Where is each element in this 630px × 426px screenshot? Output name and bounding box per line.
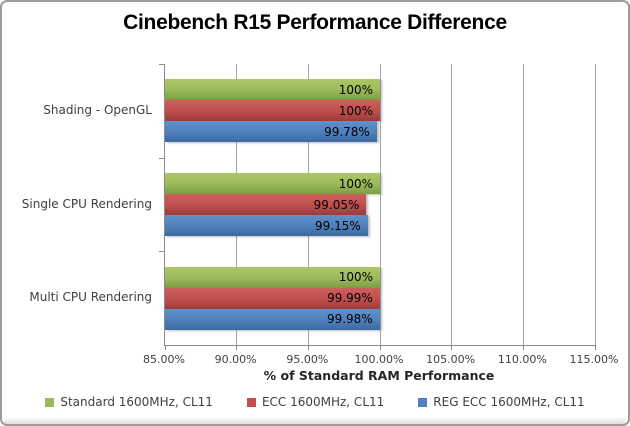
y-tick-mark — [159, 64, 164, 65]
legend-label: REG ECC 1600MHz, CL11 — [433, 395, 585, 409]
bar-reg-ecc-1600mhz-cl11: 99.15% — [165, 215, 368, 236]
gridline — [594, 64, 596, 345]
legend: Standard 1600MHz, CL11 ECC 1600MHz, CL11 R… — [2, 395, 628, 409]
x-tick-label: 105.00% — [426, 353, 476, 366]
bar-value-label: 100% — [338, 176, 373, 191]
x-tick-mark — [522, 345, 524, 350]
legend-label: Standard 1600MHz, CL11 — [60, 395, 213, 409]
category-label: Single CPU Rendering — [21, 196, 152, 211]
x-tick-mark — [379, 345, 381, 350]
bar-value-label: 99.99% — [327, 291, 373, 306]
y-tick-mark — [159, 251, 164, 253]
bar-value-label: 99.05% — [313, 197, 360, 212]
category-label: Shading - OpenGL — [43, 102, 152, 117]
x-tick-label: 110.00% — [497, 353, 547, 366]
x-tick-label: 95.00% — [286, 353, 329, 366]
x-tick-label: 90.00% — [214, 353, 257, 366]
bar-reg-ecc-1600mhz-cl11: 99.98% — [165, 308, 380, 330]
x-tick-mark — [451, 345, 453, 350]
bar-standard-1600mhz-cl11: 100% — [165, 173, 380, 194]
legend-swatch — [418, 397, 428, 407]
x-tick-mark — [236, 345, 238, 350]
bar-ecc-1600mhz-cl11: 100% — [165, 100, 380, 122]
gridline — [522, 64, 524, 345]
x-tick-mark — [164, 345, 166, 350]
x-axis-title: % of Standard RAM Performance — [263, 368, 495, 383]
x-tick-label: 100.00% — [354, 353, 404, 366]
legend-item: REG ECC 1600MHz, CL11 — [418, 395, 585, 409]
bottom-shade — [4, 417, 626, 424]
chart-title: Cinebench R15 Performance Difference — [123, 11, 507, 34]
bar-ecc-1600mhz-cl11: 99.05% — [165, 194, 367, 215]
x-tick-mark — [307, 345, 309, 350]
gridline — [451, 64, 453, 345]
bar-value-label: 99.78% — [324, 124, 370, 139]
legend-swatch — [45, 397, 55, 407]
legend-item: Standard 1600MHz, CL11 — [45, 395, 213, 409]
bar-value-label: 99.15% — [315, 218, 361, 233]
bar-value-label: 99.98% — [326, 312, 373, 327]
x-tick-label: 85.00% — [143, 353, 185, 366]
category-label: Multi CPU Rendering — [29, 290, 152, 305]
bar-reg-ecc-1600mhz-cl11: 99.78% — [165, 121, 377, 143]
x-tick-mark — [594, 345, 596, 350]
legend-label: ECC 1600MHz, CL11 — [261, 395, 385, 409]
gridline — [379, 64, 381, 345]
bar-standard-1600mhz-cl11: 100% — [165, 79, 380, 101]
legend-item: ECC 1600MHz, CL11 — [246, 395, 385, 409]
x-tick-label: 115.00% — [569, 353, 619, 366]
legend-swatch — [246, 397, 256, 407]
bar-ecc-1600mhz-cl11: 99.99% — [165, 287, 380, 309]
bar-value-label: 100% — [338, 270, 373, 285]
y-tick-mark — [159, 157, 164, 159]
bar-value-label: 100% — [338, 103, 373, 118]
bar-standard-1600mhz-cl11: 100% — [165, 266, 380, 288]
plot-area: 100% 100% 99.78% 100% 99.05% 99.15% 100% 99.99%… — [159, 64, 596, 350]
bar-value-label: 100% — [338, 82, 373, 97]
